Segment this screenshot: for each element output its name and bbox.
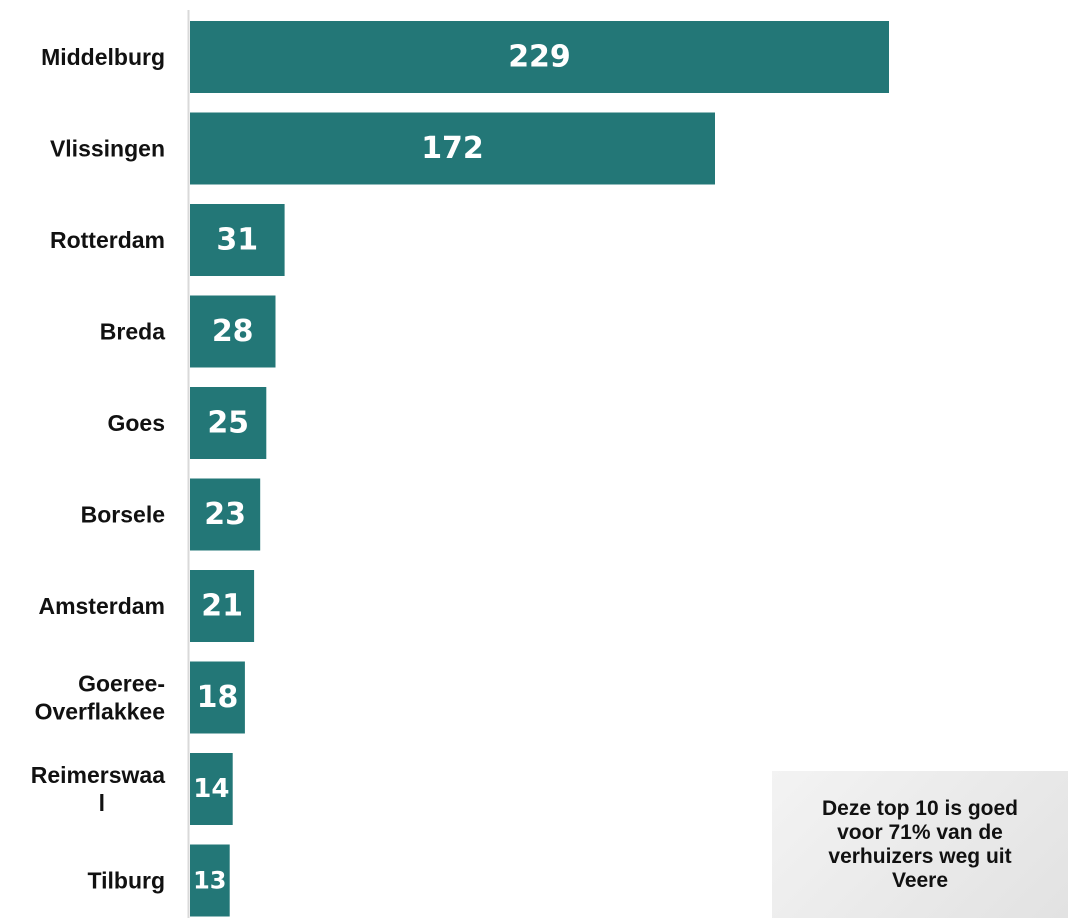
data-label: 18 bbox=[197, 680, 239, 715]
category-label: Goeree-Overflakkee bbox=[35, 671, 165, 725]
callout-box: Deze top 10 is goed voor 71% van de verh… bbox=[772, 771, 1068, 918]
category-label: Vlissingen bbox=[50, 136, 165, 162]
category-label: Tilburg bbox=[87, 868, 165, 894]
category-label: Middelburg bbox=[41, 44, 165, 70]
category-labels-group: Middelburg Vlissingen Rotterdam Breda Goes Bo… bbox=[31, 44, 165, 894]
data-label: 31 bbox=[216, 223, 258, 258]
data-label: 25 bbox=[207, 406, 249, 441]
data-label: 229 bbox=[508, 40, 571, 75]
category-label: Goes bbox=[107, 410, 165, 436]
category-label: Amsterdam bbox=[38, 593, 165, 619]
callout-text: Deze top 10 is goed voor 71% van de verh… bbox=[798, 797, 1042, 893]
category-label: Reimerswaa l bbox=[31, 762, 165, 816]
category-label: Breda bbox=[100, 319, 165, 345]
data-label: 172 bbox=[421, 131, 484, 166]
data-label: 23 bbox=[204, 497, 246, 532]
data-label: 21 bbox=[201, 589, 243, 624]
data-label: 28 bbox=[212, 314, 254, 349]
data-label: 13 bbox=[193, 867, 226, 895]
data-label: 14 bbox=[193, 774, 229, 804]
category-label: Rotterdam bbox=[50, 227, 165, 253]
category-label: Borsele bbox=[81, 502, 165, 528]
